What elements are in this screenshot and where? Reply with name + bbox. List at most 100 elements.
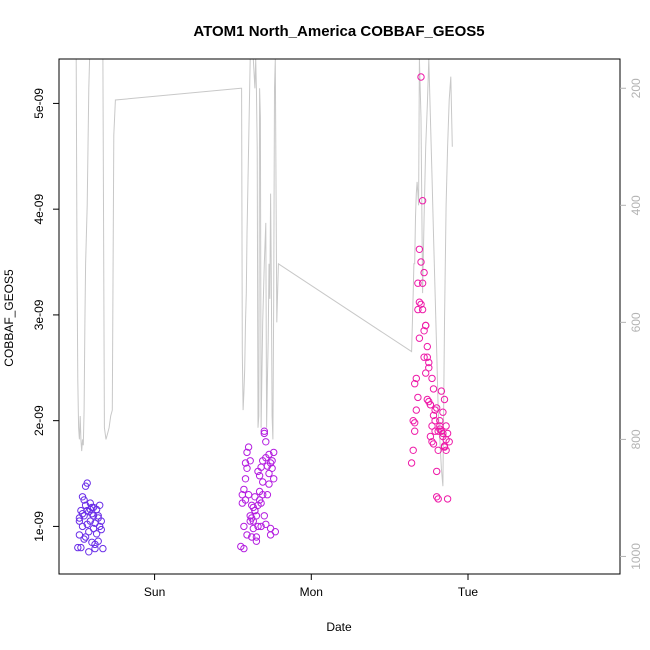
data-point: [415, 298, 424, 306]
data-point: [96, 501, 104, 509]
data-point: [411, 380, 419, 388]
data-point: [415, 245, 424, 254]
data-point: [85, 548, 93, 556]
scatter-series-1: [74, 479, 107, 556]
data-point: [420, 327, 428, 335]
y2-axis: 200 400 600 800 1000: [620, 78, 643, 570]
data-point: [248, 533, 256, 541]
data-point: [412, 374, 420, 383]
data-point: [440, 442, 449, 450]
data-point: [423, 342, 431, 351]
data-point: [434, 427, 442, 435]
data-point: [248, 514, 256, 522]
data-point: [417, 73, 425, 81]
data-point: [417, 300, 425, 308]
data-point: [409, 446, 417, 454]
data-point: [434, 446, 442, 454]
data-point: [244, 443, 253, 451]
data-point: [418, 279, 427, 287]
data-point: [268, 457, 276, 465]
data-point: [428, 438, 436, 446]
data-point: [255, 496, 264, 504]
data-point: [439, 408, 447, 416]
chart-title: ATOM1 North_America COBBAF_GEOS5: [193, 23, 484, 40]
x-tick-label: Tue: [458, 585, 479, 599]
data-point: [240, 544, 248, 553]
data-point: [411, 419, 419, 427]
y2-tick-label: 1000: [629, 543, 643, 570]
y-axis: 1e-09 2e-09 3e-09 4e-09 5e-09: [32, 88, 59, 542]
data-point: [77, 543, 85, 552]
data-point: [260, 512, 268, 520]
data-point: [91, 540, 99, 549]
data-point: [252, 537, 261, 545]
data-point: [89, 512, 98, 520]
data-point: [86, 505, 95, 514]
x-tick-label: Mon: [300, 585, 323, 599]
data-point: [431, 406, 439, 414]
data-point: [81, 533, 90, 541]
data-point: [262, 438, 270, 446]
data-point: [429, 440, 438, 448]
data-point: [241, 459, 250, 467]
data-point: [418, 305, 427, 314]
data-point: [409, 417, 417, 425]
data-point: [92, 530, 101, 538]
data-point: [422, 321, 430, 330]
data-point: [442, 422, 450, 430]
data-point: [420, 353, 428, 361]
data-point: [259, 478, 267, 486]
data-point: [91, 544, 99, 553]
data-point: [414, 279, 422, 287]
data-point: [75, 517, 84, 525]
data-point: [94, 512, 102, 520]
data-point: [423, 353, 431, 361]
y-tick-label: 5e-09: [32, 88, 46, 119]
data-point: [428, 374, 436, 383]
data-point: [271, 528, 279, 536]
y-tick-label: 2e-09: [32, 405, 46, 436]
data-point: [83, 520, 91, 528]
data-point: [241, 475, 250, 483]
data-point: [243, 448, 251, 457]
data-point: [244, 491, 253, 499]
data-point: [422, 369, 430, 377]
data-point: [81, 501, 90, 509]
plot-frame: [58, 58, 621, 575]
data-point: [257, 522, 265, 531]
data-point: [260, 429, 268, 438]
data-point: [74, 543, 82, 552]
data-point: [442, 446, 450, 454]
data-point: [433, 493, 441, 501]
data-point: [434, 495, 442, 503]
data-point: [97, 517, 106, 525]
data-point: [407, 459, 416, 467]
y-tick-label: 1e-09: [32, 511, 46, 542]
data-point: [262, 520, 270, 528]
data-point: [433, 467, 441, 476]
y-tick-label: 4e-09: [32, 194, 46, 225]
data-point: [415, 334, 424, 342]
data-point: [240, 485, 248, 494]
data-point: [420, 268, 428, 277]
data-point: [255, 472, 264, 480]
data-point: [439, 429, 447, 438]
data-point: [426, 432, 435, 441]
data-point: [78, 522, 87, 531]
y2-tick-label: 600: [629, 312, 643, 332]
x-tick-label: Sun: [144, 585, 165, 599]
data-point: [440, 395, 449, 404]
data-point: [80, 496, 88, 504]
data-point: [252, 533, 261, 541]
data-point: [249, 524, 258, 533]
data-point: [80, 535, 88, 543]
data-point: [425, 358, 433, 367]
scatter-series-2: [237, 427, 279, 553]
data-point: [426, 401, 435, 409]
data-point: [78, 510, 87, 518]
scatter-series-3: [407, 73, 453, 503]
data-point: [263, 491, 272, 499]
data-point: [443, 495, 452, 503]
data-point: [429, 385, 438, 393]
data-point: [414, 305, 422, 314]
